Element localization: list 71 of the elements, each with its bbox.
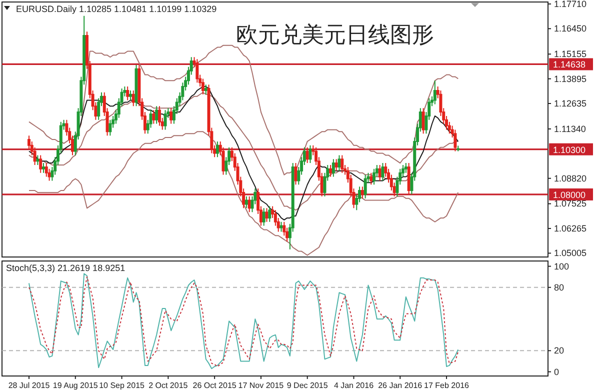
candlestick bbox=[262, 208, 266, 226]
x-tick-label: 26 Oct 2015 bbox=[192, 381, 237, 390]
candlestick bbox=[360, 186, 364, 199]
line-series bbox=[28, 131, 459, 256]
ref-line-label: 1.14638 bbox=[553, 60, 586, 70]
candlestick bbox=[332, 158, 335, 178]
y-tick-label: 1.08820 bbox=[554, 173, 587, 184]
annotation: Stoch(5,3,3) 21.2619 18.9251 bbox=[6, 263, 126, 273]
candlestick bbox=[42, 162, 45, 174]
candlestick bbox=[196, 58, 199, 84]
annotation: EURUSD.Daily 1.10285 1.10481 1.10199 1.10329 bbox=[16, 4, 217, 14]
candlestick bbox=[294, 162, 298, 186]
candlestick bbox=[164, 110, 167, 130]
y-tick-label: 1.17710 bbox=[554, 0, 587, 9]
candlestick bbox=[216, 140, 219, 158]
x-tick-label: 26 Jan 2016 bbox=[378, 381, 423, 390]
y-tick-label: 1.12635 bbox=[554, 98, 587, 109]
candlestick bbox=[329, 164, 332, 178]
x-tick-label: 28 Jul 2015 bbox=[8, 381, 50, 390]
candlestick bbox=[158, 106, 161, 126]
candlestick bbox=[338, 154, 341, 172]
candlestick bbox=[268, 206, 272, 222]
candlestick bbox=[334, 158, 338, 172]
candlestick bbox=[265, 208, 268, 222]
x-tick-label: 4 Jan 2016 bbox=[334, 381, 374, 390]
candlestick bbox=[340, 154, 344, 174]
candlestick bbox=[454, 129, 457, 152]
x-tick-label: 10 Sep 2015 bbox=[99, 381, 146, 390]
candlestick bbox=[128, 90, 132, 101]
candlestick bbox=[39, 154, 42, 174]
y-tick-label: 1.07525 bbox=[554, 198, 587, 209]
candlestick bbox=[381, 162, 384, 182]
x-tick-label: 2 Oct 2015 bbox=[148, 381, 188, 390]
candlestick bbox=[404, 162, 408, 174]
x-tick-label: 17 Nov 2015 bbox=[238, 381, 284, 390]
y-tick-label: 1.15155 bbox=[554, 49, 587, 60]
y-tick-label: 0 bbox=[554, 366, 560, 377]
candlestick bbox=[155, 106, 158, 124]
y-tick-label: 1.06265 bbox=[554, 223, 587, 234]
x-tick-label: 9 Dec 2015 bbox=[286, 381, 328, 390]
candlestick bbox=[280, 221, 283, 232]
candlestick bbox=[36, 154, 40, 166]
candlestick bbox=[204, 84, 208, 95]
y-tick-label: 1.16450 bbox=[554, 24, 587, 34]
candlestick bbox=[364, 174, 367, 199]
ref-line-label: 1.08000 bbox=[553, 190, 586, 200]
candlestick bbox=[132, 90, 135, 107]
candlestick bbox=[456, 145, 460, 152]
candlestick bbox=[108, 119, 112, 136]
candlestick bbox=[308, 144, 312, 164]
y-tick-label: 1.05005 bbox=[554, 248, 587, 258]
text: 欧元兑美元日线图形 bbox=[236, 22, 434, 47]
x-tick-label: 19 Aug 2015 bbox=[52, 381, 98, 390]
candlestick bbox=[44, 162, 48, 178]
candlestick bbox=[370, 172, 373, 186]
y-tick-label: 1.11340 bbox=[554, 124, 586, 134]
y-tick-label: 20 bbox=[554, 346, 564, 356]
y-tick-label: 80 bbox=[554, 282, 564, 292]
candlestick bbox=[372, 168, 376, 186]
ref-line-label: 1.10300 bbox=[553, 144, 586, 155]
candlestick bbox=[248, 196, 251, 213]
candlestick bbox=[170, 108, 173, 124]
line-series bbox=[28, 44, 459, 176]
y-tick-label: 1.13895 bbox=[554, 74, 587, 84]
y-tick-label: 100 bbox=[554, 261, 570, 272]
candlestick bbox=[244, 196, 248, 209]
x-tick-label: 17 Feb 2016 bbox=[424, 381, 470, 390]
candlestick bbox=[433, 80, 436, 105]
candlestick bbox=[201, 78, 204, 95]
candlestick bbox=[126, 86, 130, 101]
candlestick bbox=[152, 110, 156, 124]
